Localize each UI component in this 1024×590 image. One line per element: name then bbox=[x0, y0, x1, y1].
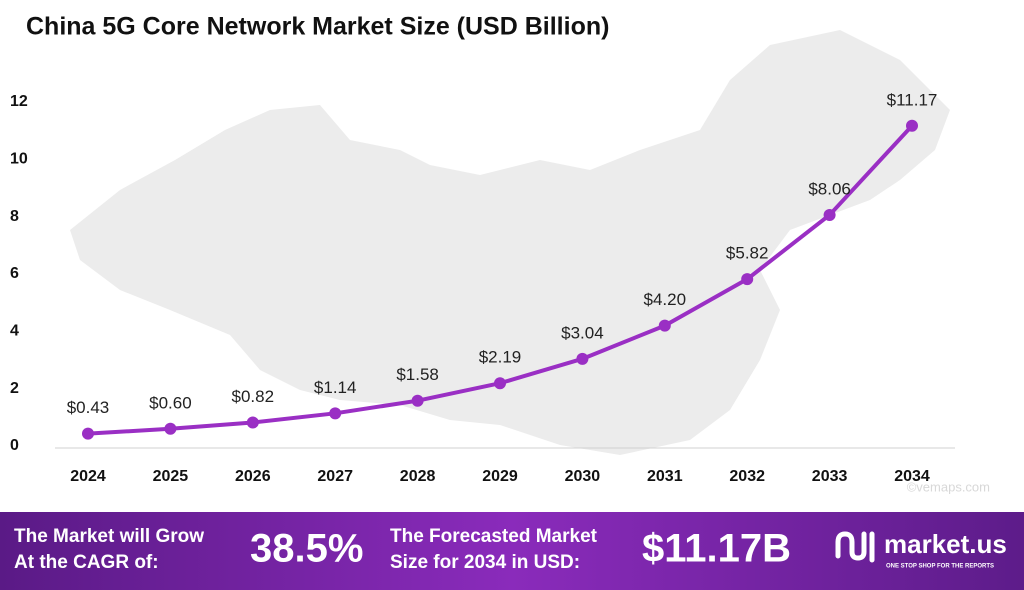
y-tick-label: 10 bbox=[10, 151, 28, 168]
y-tick-label: 4 bbox=[10, 323, 19, 340]
forecast-text: The Forecasted Market bbox=[390, 526, 598, 547]
point bbox=[329, 407, 342, 420]
x-tick-label: 2029 bbox=[482, 468, 518, 485]
data-label: $1.58 bbox=[396, 365, 439, 384]
cagr-text: At the CAGR of: bbox=[14, 552, 159, 573]
point bbox=[906, 119, 918, 132]
x-tick-label: 2027 bbox=[317, 468, 353, 485]
brand-name: market.us bbox=[884, 529, 1007, 559]
point bbox=[411, 394, 424, 407]
point bbox=[823, 208, 836, 221]
y-tick-label: 6 bbox=[10, 265, 19, 282]
cagr-text: The Market will Grow bbox=[14, 526, 204, 547]
x-tick-label: 2030 bbox=[565, 468, 601, 485]
point bbox=[164, 422, 177, 435]
x-tick-label: 2025 bbox=[153, 468, 189, 485]
data-label: $0.82 bbox=[232, 387, 275, 406]
data-label: $0.60 bbox=[149, 393, 192, 412]
data-label: $4.20 bbox=[644, 290, 687, 309]
x-tick-label: 2031 bbox=[647, 468, 683, 485]
data-label: $8.06 bbox=[808, 179, 851, 198]
y-tick-label: 12 bbox=[10, 93, 28, 110]
data-label: $1.14 bbox=[314, 378, 357, 397]
y-tick-label: 8 bbox=[10, 208, 19, 225]
data-label: $2.19 bbox=[479, 348, 522, 367]
data-label: $0.43 bbox=[67, 398, 110, 417]
x-tick-label: 2028 bbox=[400, 468, 436, 485]
data-label: $5.82 bbox=[726, 244, 769, 263]
cagr-value: 38.5% bbox=[250, 527, 363, 571]
y-tick-label: 0 bbox=[10, 437, 19, 454]
point bbox=[82, 427, 94, 440]
point bbox=[576, 352, 589, 365]
brand-tagline: ONE STOP SHOP FOR THE REPORTS bbox=[886, 564, 994, 570]
x-tick-label: 2033 bbox=[812, 468, 848, 485]
forecast-value: $11.17B bbox=[642, 527, 791, 571]
point bbox=[494, 377, 506, 390]
brand-logo bbox=[835, 531, 875, 563]
y-tick-label: 2 bbox=[10, 380, 19, 397]
x-tick-label: 2034 bbox=[894, 468, 930, 485]
point bbox=[741, 273, 754, 286]
x-tick-label: 2024 bbox=[70, 468, 106, 485]
data-label: $3.04 bbox=[561, 323, 604, 342]
map-background bbox=[70, 30, 950, 455]
point bbox=[658, 319, 671, 332]
data-label: $11.17 bbox=[887, 90, 938, 109]
chart-title: China 5G Core Network Market Size (USD B… bbox=[26, 13, 609, 41]
forecast-text: Size for 2034 in USD: bbox=[390, 552, 580, 573]
watermark: ©vemaps.com bbox=[907, 479, 990, 494]
x-tick-label: 2026 bbox=[235, 468, 271, 485]
x-tick-label: 2032 bbox=[729, 468, 765, 485]
point bbox=[246, 416, 259, 429]
